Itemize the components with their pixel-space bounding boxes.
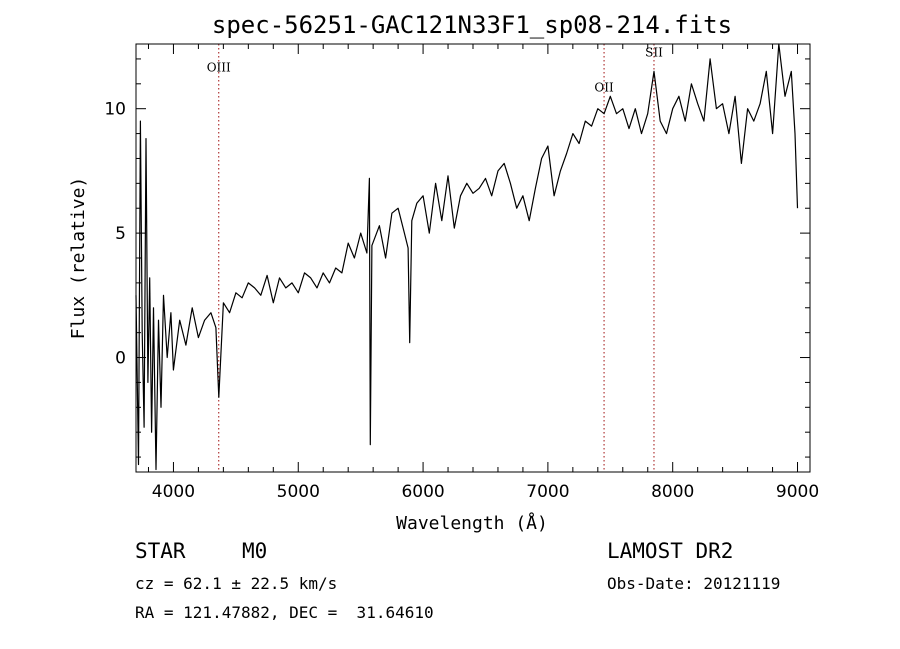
- x-tick-label: 4000: [152, 482, 195, 502]
- x-tick-label: 9000: [776, 482, 819, 502]
- survey-label: LAMOST DR2: [607, 539, 734, 563]
- x-tick-label: 8000: [651, 482, 694, 502]
- line-label-oiii: OIII: [207, 60, 231, 74]
- y-tick-label: 5: [115, 224, 126, 244]
- ra-dec-coordinates: RA = 121.47882, DEC = 31.64610: [135, 603, 434, 622]
- x-tick-label: 6000: [401, 482, 444, 502]
- object-class: STAR: [135, 539, 186, 563]
- spectrum-line: [135, 43, 799, 471]
- y-tick-label: 0: [115, 349, 126, 369]
- observation-date: Obs-Date: 20121119: [607, 574, 781, 593]
- x-tick-label: 5000: [277, 482, 320, 502]
- x-axis-label: Wavelength (Å): [396, 512, 548, 534]
- line-label-sii: SII: [645, 45, 663, 59]
- object-subclass: M0: [242, 539, 268, 563]
- y-tick-label: 10: [104, 100, 126, 120]
- x-tick-label: 7000: [526, 482, 569, 502]
- redshift-velocity: cz = 62.1 ± 22.5 km/s: [135, 574, 338, 593]
- chart-title: spec-56251-GAC121N33F1_sp08-214.fits: [212, 11, 732, 39]
- plot-frame: [135, 43, 811, 473]
- spectrum-chart: spec-56251-GAC121N33F1_sp08-214.fits OII…: [68, 11, 819, 534]
- y-axis-label: Flux (relative): [68, 177, 89, 340]
- line-label-oii: OII: [594, 80, 614, 94]
